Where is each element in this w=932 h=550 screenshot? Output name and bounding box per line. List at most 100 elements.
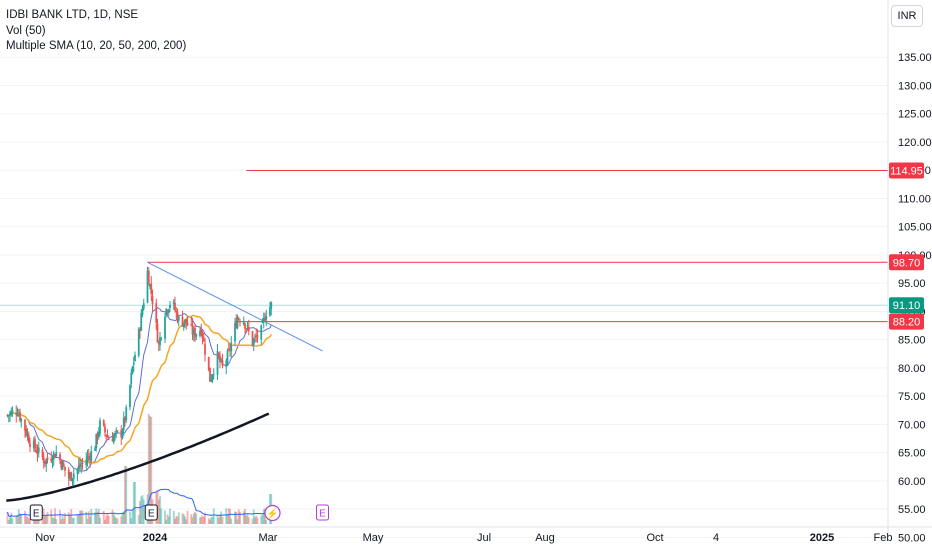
volume-bar (159, 496, 161, 524)
y-tick-label: 70.00 (898, 419, 926, 431)
x-tick-label: May (363, 532, 384, 544)
volume-bar (61, 514, 64, 524)
candle-body (55, 452, 58, 457)
candle-body (89, 456, 91, 461)
candle-body (169, 304, 171, 309)
candle-body (6, 414, 9, 416)
candle-body (52, 452, 55, 460)
candle-body (114, 432, 116, 436)
volume-bar (70, 508, 73, 524)
candle-body (59, 454, 61, 461)
volume-bar (46, 512, 49, 524)
volume-bar (186, 510, 189, 524)
candle-body (220, 359, 223, 361)
volume-bar (116, 518, 119, 524)
candle-body (64, 466, 66, 471)
candle-body (137, 329, 140, 356)
volume-bar (200, 517, 203, 524)
candle-body (160, 337, 163, 339)
volume-bar (227, 508, 230, 524)
x-tick-label: Aug (535, 532, 555, 544)
price-badge-label: 98.70 (893, 257, 921, 269)
candle-body (156, 323, 159, 343)
candle-body (121, 430, 124, 439)
volume-bar (174, 518, 176, 524)
legend-symbol[interactable]: IDBI BANK LTD, 1D, NSE (6, 9, 139, 21)
candle-body (212, 373, 215, 375)
volume-bar (191, 517, 194, 524)
volume-bar (122, 511, 125, 524)
volume-bar (251, 518, 254, 524)
volume-bar (87, 511, 90, 524)
candle-body (79, 463, 81, 467)
volume-bar (27, 518, 30, 524)
price-levels (0, 169, 888, 323)
currency-button[interactable]: INR (891, 5, 923, 27)
volume-bar (120, 516, 123, 524)
price-badge-label: 88.20 (893, 317, 921, 329)
candle-body (120, 429, 123, 438)
candle-body (115, 430, 118, 432)
volume-bar (17, 509, 20, 524)
volume-bar (132, 482, 135, 524)
volume-bar (230, 518, 233, 524)
price-badge (889, 162, 924, 179)
volume-bar (221, 516, 224, 524)
volume-bar (244, 509, 246, 524)
earnings-marker-label: E (319, 509, 326, 520)
volume-bar (202, 516, 205, 524)
y-tick-label: 65.00 (898, 448, 926, 460)
candle-body (81, 463, 84, 465)
candle-body (211, 374, 214, 379)
volume-bar (181, 513, 184, 524)
candle-body (125, 407, 128, 421)
volume-bar (255, 515, 258, 524)
volume-bar (106, 513, 109, 524)
candle-body (87, 455, 90, 457)
candle-body (150, 283, 153, 294)
x-tick-label: 2025 (810, 532, 834, 544)
candle-body (97, 431, 100, 437)
candle-body (151, 296, 154, 305)
candle-body (164, 316, 166, 339)
volume-bar (217, 517, 220, 524)
candle-body (219, 355, 221, 363)
y-tick-label: 55.00 (898, 504, 926, 516)
volume-bar (157, 499, 160, 524)
candle-body (186, 322, 189, 326)
legend-volume[interactable]: Vol (50) (6, 24, 46, 37)
candle-body (124, 417, 126, 421)
candle-body (24, 419, 26, 431)
volume-bar (71, 517, 74, 524)
volume-bar (252, 509, 255, 524)
volume-bar (166, 514, 169, 524)
volume-bar (141, 495, 144, 524)
volume-bar (264, 508, 266, 524)
volume-bar (32, 517, 35, 524)
volume-bar (242, 511, 245, 524)
volume-bar (81, 510, 84, 524)
candle-body (32, 440, 35, 448)
candle-body (252, 339, 255, 345)
volume-bar (112, 513, 115, 524)
y-tick-label: 120.00 (898, 137, 932, 149)
candle-body (260, 325, 263, 340)
volume-bar (131, 509, 134, 524)
volume-bar (37, 519, 40, 524)
y-tick-label: 135.00 (898, 52, 932, 64)
volume-bar (79, 510, 81, 524)
candle-body (181, 316, 184, 327)
candle-body (61, 461, 64, 470)
candle-body (70, 472, 73, 481)
volume-bar (261, 513, 264, 524)
volume-bar (175, 516, 178, 524)
earnings-marker (29, 504, 43, 521)
candle-body (17, 414, 20, 416)
candle-body (254, 336, 256, 338)
candle-body (86, 455, 89, 461)
legend-sma[interactable]: Multiple SMA (10, 20, 50, 200, 200) (6, 40, 187, 52)
volume-bar (167, 516, 170, 524)
candle-body (217, 353, 220, 357)
volume-bar (72, 517, 75, 524)
